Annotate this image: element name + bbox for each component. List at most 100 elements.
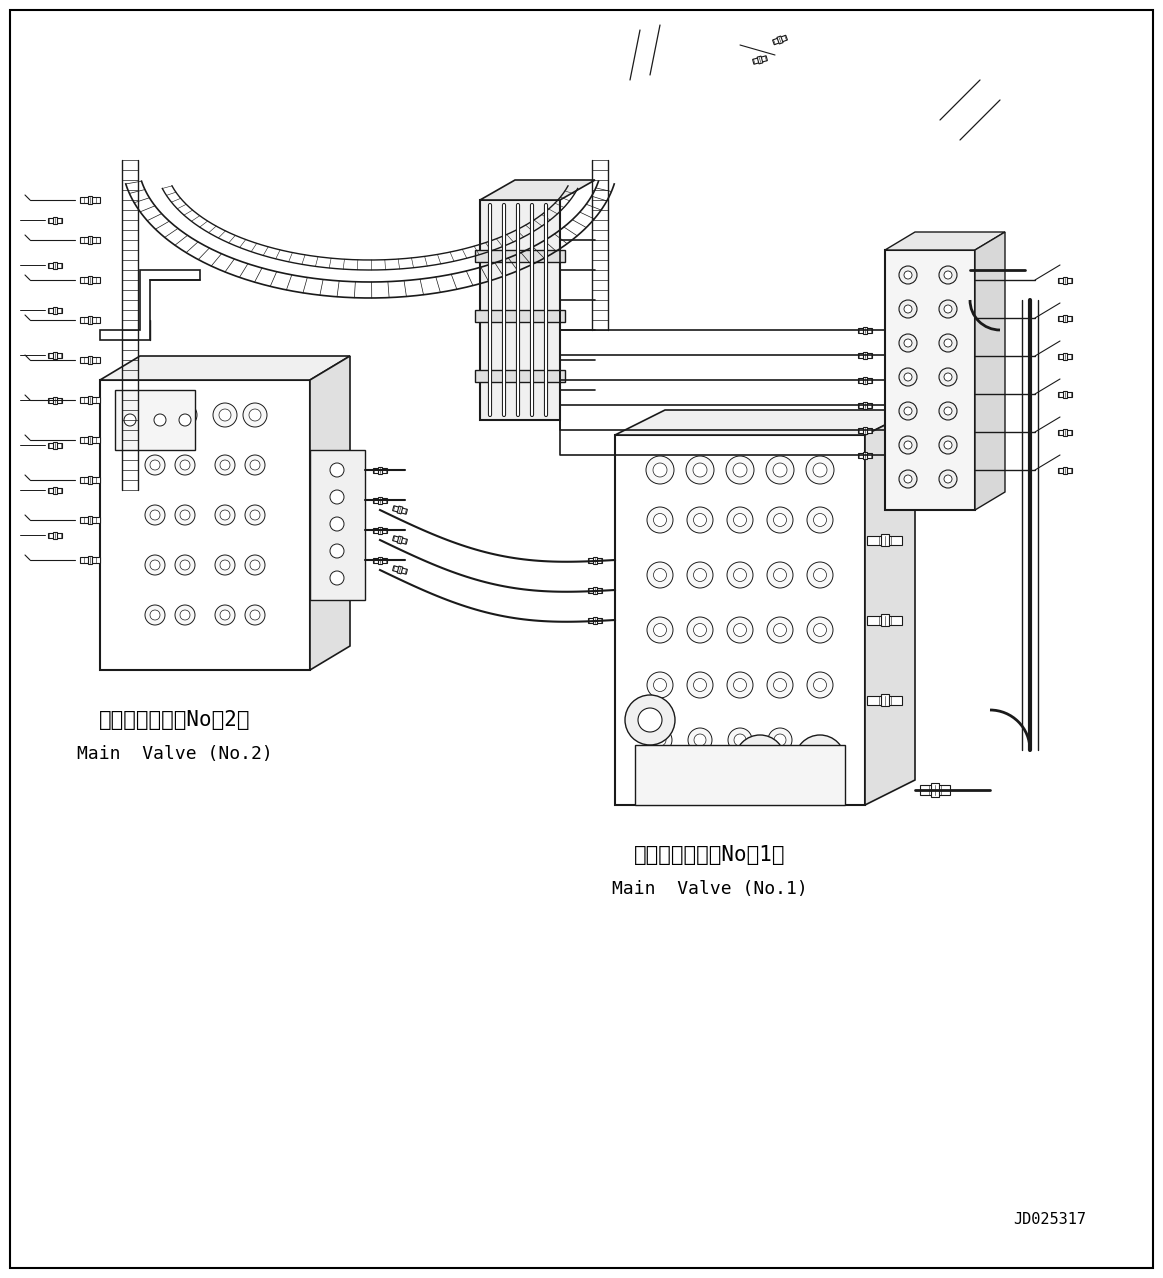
Circle shape [734,679,747,691]
Circle shape [654,624,666,636]
Circle shape [215,505,235,525]
Circle shape [748,748,772,772]
Circle shape [904,271,912,279]
Bar [373,497,387,502]
Circle shape [654,734,666,746]
Polygon shape [865,410,915,805]
Circle shape [250,460,261,470]
Bar [588,557,602,562]
Circle shape [939,403,957,420]
Circle shape [727,617,752,643]
Circle shape [733,463,747,477]
Circle shape [944,305,952,313]
Bar [863,326,866,334]
Bar [80,357,100,363]
Bar [1063,391,1066,397]
Circle shape [773,463,787,477]
Circle shape [904,475,912,483]
Circle shape [180,560,190,570]
Circle shape [944,475,952,483]
Circle shape [179,409,191,420]
Text: メインバルブ（No．1）: メインバルブ（No．1） [634,845,786,865]
Circle shape [143,403,167,427]
Bar [475,250,565,262]
Circle shape [904,406,912,415]
Text: Main  Valve (No.1): Main Valve (No.1) [612,881,808,898]
Bar [757,56,763,64]
Circle shape [899,368,916,386]
Circle shape [807,562,833,588]
Circle shape [150,560,160,570]
Bar [80,557,100,564]
Circle shape [245,555,265,575]
Bar [868,535,902,544]
Bar [378,466,381,474]
Bar [100,380,311,670]
Circle shape [939,334,957,351]
Circle shape [693,624,706,636]
Circle shape [150,460,160,470]
Bar [373,468,387,473]
Circle shape [726,456,754,484]
Circle shape [250,510,261,520]
Circle shape [766,456,794,484]
Bar [53,262,57,268]
Bar [593,587,597,593]
Bar [378,556,381,564]
Bar [475,311,565,322]
Circle shape [904,305,912,313]
Circle shape [149,409,160,420]
Circle shape [813,679,827,691]
Bar [87,516,92,524]
Circle shape [813,624,827,636]
Circle shape [768,728,792,751]
Circle shape [687,507,713,533]
Bar [1063,466,1066,474]
Circle shape [687,617,713,643]
Circle shape [944,339,952,348]
Bar [1063,353,1066,359]
Bar [378,527,381,533]
Bar [858,428,872,432]
Bar [1058,316,1072,321]
Circle shape [654,569,666,581]
Circle shape [944,271,952,279]
Circle shape [647,507,673,533]
Circle shape [150,610,160,620]
Circle shape [330,544,344,558]
Circle shape [250,610,261,620]
Circle shape [735,735,785,785]
Circle shape [180,610,190,620]
Bar [87,316,92,325]
Bar [87,276,92,284]
Bar [48,442,62,447]
Bar [858,327,872,332]
Bar [772,36,787,45]
Circle shape [807,672,833,698]
Bar [480,199,561,420]
Circle shape [220,510,230,520]
Circle shape [638,708,662,732]
Polygon shape [975,233,1005,510]
Bar [53,351,57,359]
Bar [1058,277,1072,282]
Polygon shape [100,357,350,380]
Bar [80,197,100,203]
Circle shape [150,510,160,520]
Bar [858,403,872,408]
Circle shape [647,562,673,588]
Circle shape [220,610,230,620]
Circle shape [693,463,707,477]
Circle shape [693,569,706,581]
Circle shape [686,456,714,484]
Bar [1063,276,1066,284]
Bar [863,427,866,433]
Circle shape [330,518,344,530]
Circle shape [899,470,916,488]
Bar [48,217,62,222]
Bar [593,556,597,564]
Circle shape [768,617,793,643]
Circle shape [806,456,834,484]
Circle shape [180,510,190,520]
Bar [48,262,62,267]
